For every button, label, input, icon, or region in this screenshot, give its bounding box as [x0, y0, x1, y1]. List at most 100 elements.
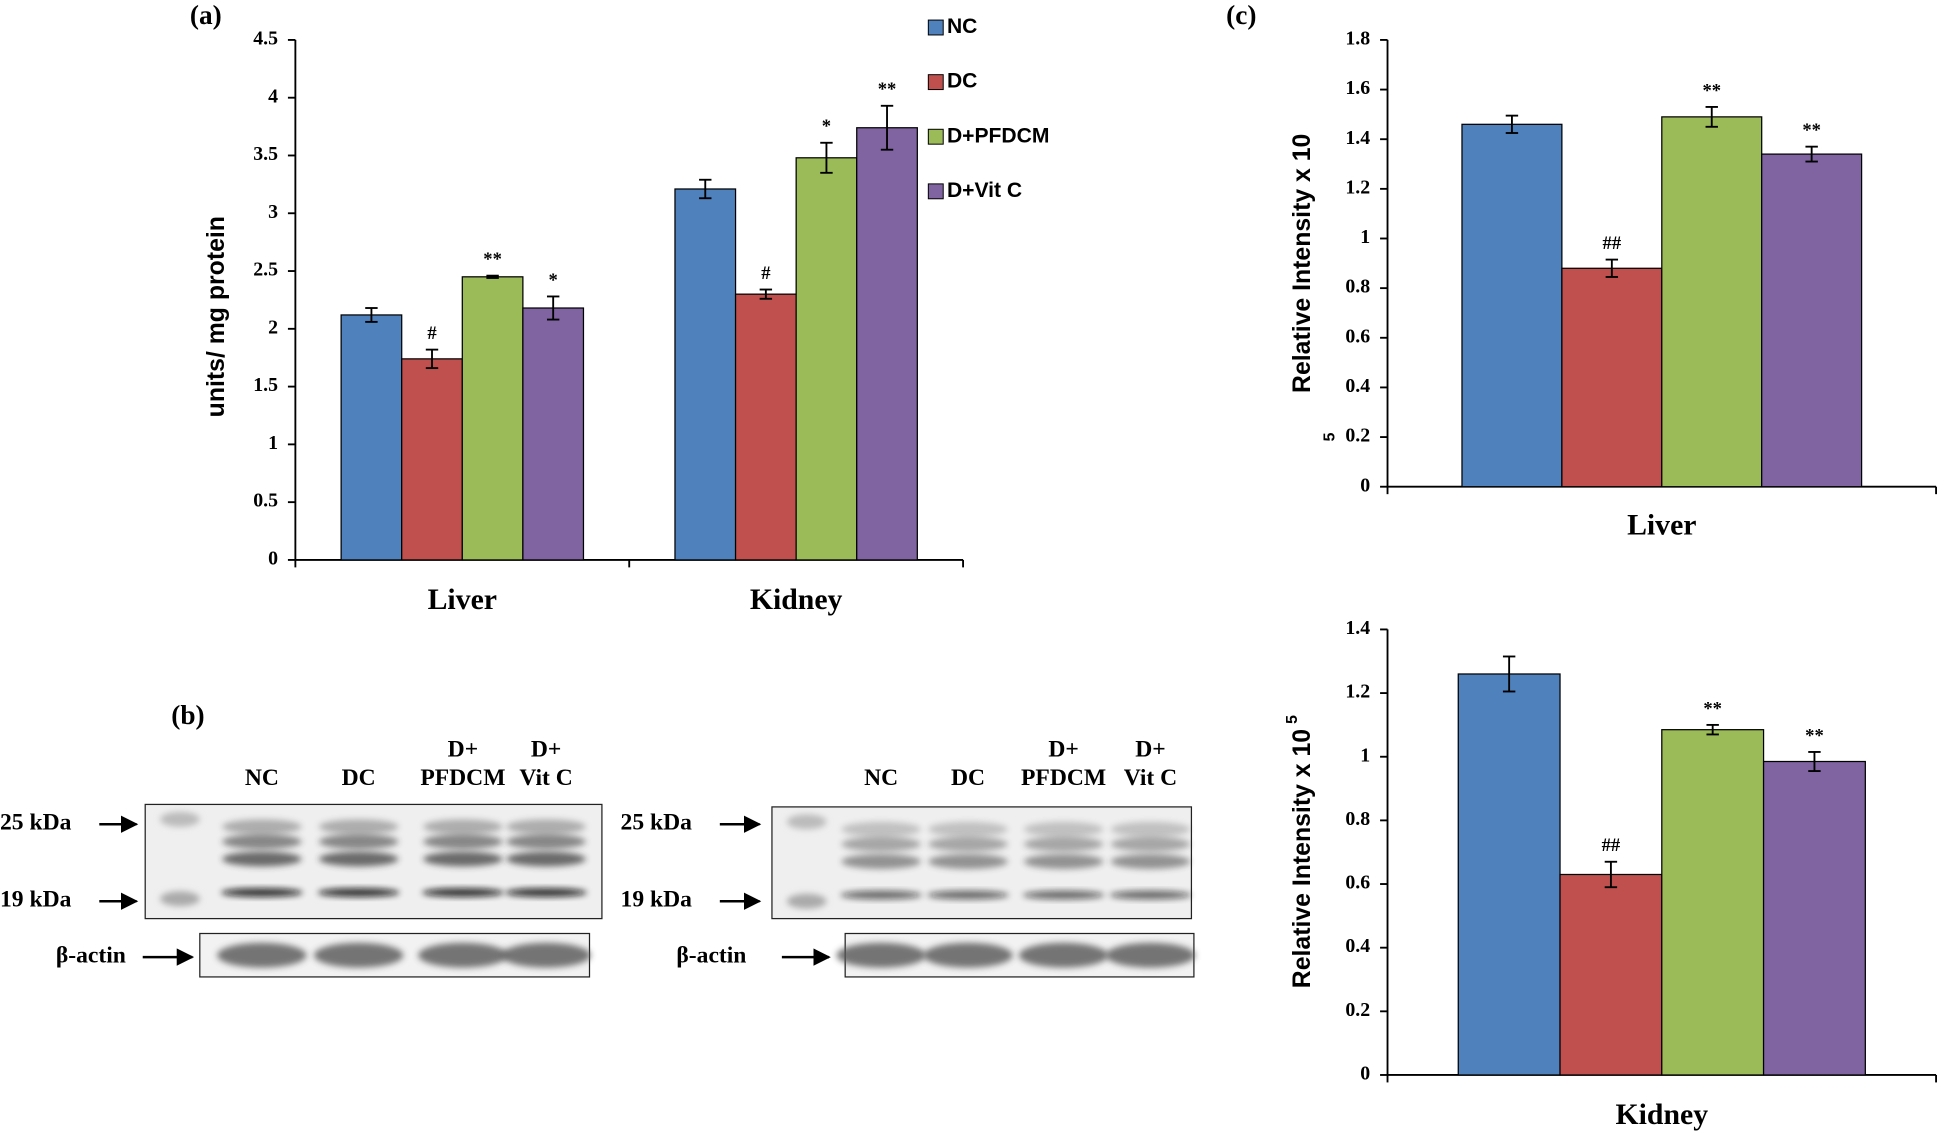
significance-mark: **: [1802, 120, 1821, 141]
protein-band: [1023, 854, 1104, 869]
bar: [1559, 873, 1663, 1076]
lane-label: PFDCM: [420, 765, 505, 791]
error-bar: [486, 274, 499, 279]
protein-band: [506, 834, 586, 850]
legend-swatch: [927, 128, 944, 145]
protein-band: [318, 834, 399, 850]
protein-band: [1110, 836, 1191, 852]
significance-mark: *: [549, 270, 558, 291]
significance-mark: **: [483, 249, 502, 270]
protein-band: [841, 821, 921, 837]
y-tick-label: 1.4: [1345, 617, 1370, 639]
actin-band: [1105, 942, 1196, 968]
bar: [401, 358, 463, 561]
y-axis-label-text: Relative Intensity x 10: [1289, 134, 1316, 393]
y-tick-label: 0.8: [1345, 808, 1370, 830]
y-tick-label: 0.6: [1345, 872, 1370, 894]
protein-band: [928, 821, 1008, 837]
y-tick-label: 3.5: [253, 143, 278, 165]
lane-label: D+: [448, 736, 478, 762]
y-tick-label: 1.8: [1345, 27, 1370, 49]
error-bar: [820, 141, 833, 174]
protein-band: [318, 851, 399, 867]
ladder-band: [786, 814, 827, 830]
y-axis-label-exponent: 5: [1283, 715, 1301, 724]
size-marker: 25 kDa: [621, 810, 693, 836]
y-tick-label: 1.4: [1345, 127, 1370, 149]
lane-label: D+: [1135, 736, 1165, 762]
y-tick-label: 0: [1360, 474, 1370, 496]
protein-band: [317, 888, 400, 897]
protein-band: [222, 851, 302, 867]
legend-label: NC: [947, 15, 977, 38]
x-tick-label: Kidney: [1615, 1098, 1708, 1131]
legend-label: D+Vit C: [947, 179, 1022, 202]
x-tick-label: Kidney: [750, 583, 843, 616]
protein-band: [423, 834, 503, 850]
y-tick-label: 4.5: [253, 27, 278, 49]
protein-band: [423, 851, 503, 867]
error-bar: [546, 295, 560, 321]
y-tick-label: 1.6: [1345, 77, 1370, 99]
protein-band: [928, 836, 1008, 852]
significance-mark: **: [1703, 698, 1722, 719]
significance-mark: #: [761, 263, 771, 284]
error-bar: [759, 288, 773, 300]
panel-label: (b): [171, 700, 204, 730]
lane-label: NC: [245, 765, 279, 791]
bar: [461, 276, 524, 561]
ladder-band: [786, 893, 827, 909]
y-axis-label-text: Relative Intensity x 10: [1289, 729, 1316, 988]
error-bar: [699, 178, 712, 200]
error-bar: [1605, 258, 1619, 278]
size-marker: 19 kDa: [0, 887, 72, 913]
y-tick-label: 0.5: [253, 490, 278, 512]
actin-band: [923, 942, 1013, 968]
y-tick-label: 2.5: [253, 259, 278, 281]
lane-label: PFDCM: [1021, 765, 1106, 791]
size-marker: 19 kDa: [621, 887, 693, 913]
protein-band: [1023, 836, 1104, 852]
protein-band: [421, 888, 504, 897]
y-tick-label: 3: [268, 201, 278, 223]
y-tick-label: 0.8: [1345, 276, 1370, 298]
protein-band: [841, 854, 921, 869]
protein-band: [1109, 890, 1192, 900]
y-axis-label-text: units/ mg protein: [203, 216, 230, 417]
actin-band: [418, 942, 508, 968]
lane-label: DC: [342, 765, 376, 791]
bar: [795, 157, 858, 561]
error-bar: [1502, 655, 1516, 693]
error-bar: [1505, 114, 1519, 134]
bar: [1761, 153, 1863, 488]
bar: [1457, 673, 1561, 1076]
actin-band: [836, 942, 926, 968]
actin-band: [501, 942, 591, 968]
bar: [1561, 267, 1663, 488]
protein-band: [222, 834, 302, 850]
significance-mark: #: [427, 323, 437, 344]
bar: [522, 307, 585, 561]
protein-band: [1110, 854, 1191, 869]
y-tick-label: 1.2: [1345, 176, 1370, 198]
bar: [1762, 760, 1866, 1076]
legend-label: DC: [947, 70, 977, 93]
protein-band: [1110, 821, 1191, 837]
error-bar: [1705, 106, 1718, 128]
protein-band: [506, 851, 586, 867]
y-tick-label: 1: [268, 432, 278, 454]
protein-band: [841, 836, 921, 852]
panel-label: (a): [190, 0, 222, 30]
protein-band: [506, 819, 586, 835]
bar: [674, 188, 737, 561]
lane-label: D+: [531, 736, 561, 762]
y-tick-label: 1: [1360, 744, 1370, 766]
y-axis-label-exponent: 5: [1321, 433, 1339, 442]
significance-mark: **: [1702, 80, 1721, 101]
legend-swatch: [927, 19, 944, 36]
bar: [340, 314, 403, 561]
lane-label: Vit C: [1124, 765, 1177, 791]
error-bar: [1805, 145, 1818, 163]
